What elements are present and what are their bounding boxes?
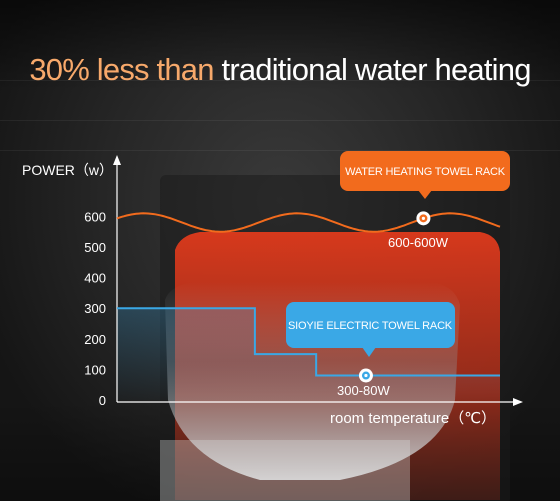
- callout-sioyie: SIOYIE ELECTRIC TOWEL RACK: [286, 302, 455, 357]
- y-axis: [113, 155, 121, 402]
- y-tick-label: 400: [84, 271, 106, 286]
- y-tick-label: 200: [84, 332, 106, 347]
- y-tick-label: 100: [84, 362, 106, 377]
- sioyie-marker: [358, 368, 373, 383]
- callout-water-heating-text: WATER HEATING TOWEL RACK: [345, 166, 506, 178]
- page-headline: 30% less than traditional water heating: [0, 52, 560, 88]
- y-tick-label: 600: [84, 209, 106, 224]
- y-tick-labels: 0 100 200 300 400 500 600: [84, 209, 106, 408]
- series-markers: [358, 211, 431, 383]
- water-heating-marker: [416, 211, 431, 226]
- y-axis-label: POWER（w）: [22, 162, 113, 178]
- sioyie-annotation: 300-80W: [337, 383, 390, 398]
- callout-water-heating: WATER HEATING TOWEL RACK: [340, 151, 510, 199]
- y-tick-label: 300: [84, 301, 106, 316]
- sioyie-line: [117, 307, 500, 377]
- y-axis-arrow: [113, 155, 121, 165]
- callout-water-heating-pointer: [418, 190, 432, 199]
- x-axis-label: room temperature（℃）: [330, 410, 496, 427]
- water-heating-line: [116, 212, 501, 233]
- callout-sioyie-pointer: [362, 347, 376, 357]
- headline-rest: traditional water heating: [213, 52, 532, 87]
- callout-sioyie-text: SIOYIE ELECTRIC TOWEL RACK: [288, 320, 453, 332]
- headline-highlight: 30% less than: [29, 52, 214, 87]
- y-tick-label: 500: [84, 240, 106, 255]
- callout-water-heating-box: [340, 151, 510, 191]
- callout-sioyie-box: [286, 302, 455, 348]
- water-heating-annotation: 600-600W: [388, 235, 449, 250]
- x-axis-arrow: [513, 398, 523, 406]
- y-tick-label: 0: [99, 393, 106, 408]
- series-lines: [116, 212, 501, 377]
- x-axis: [117, 398, 523, 406]
